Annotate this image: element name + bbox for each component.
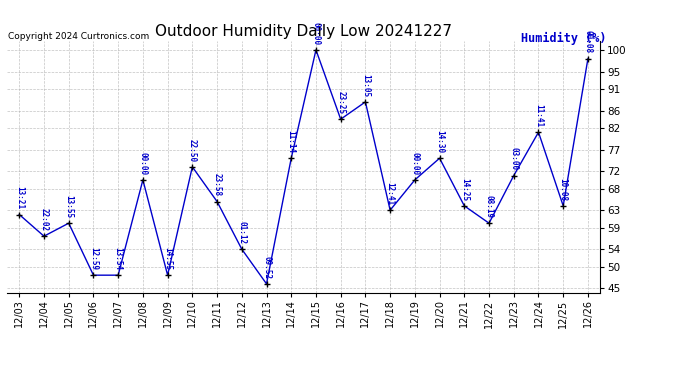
Text: 14:25: 14:25 (460, 177, 469, 201)
Text: 00:00: 00:00 (139, 152, 148, 175)
Text: Humidity (%): Humidity (%) (521, 32, 607, 45)
Text: 12:59: 12:59 (89, 247, 98, 270)
Text: 14:30: 14:30 (435, 130, 444, 153)
Text: 23:58: 23:58 (213, 173, 221, 196)
Text: 22:50: 22:50 (188, 138, 197, 162)
Title: Outdoor Humidity Daily Low 20241227: Outdoor Humidity Daily Low 20241227 (155, 24, 452, 39)
Text: 09:52: 09:52 (262, 255, 271, 279)
Text: 23:25: 23:25 (336, 91, 345, 114)
Text: 13:54: 13:54 (114, 247, 123, 270)
Text: 22:02: 22:02 (39, 208, 48, 231)
Text: 13:21: 13:21 (14, 186, 23, 209)
Text: 13:05: 13:05 (361, 74, 370, 97)
Text: 13:55: 13:55 (64, 195, 73, 218)
Text: 01:12: 01:12 (237, 221, 246, 244)
Text: 03:00: 03:00 (509, 147, 518, 170)
Text: 12:41: 12:41 (386, 182, 395, 205)
Text: 11:41: 11:41 (534, 104, 543, 127)
Text: Copyright 2024 Curtronics.com: Copyright 2024 Curtronics.com (8, 32, 150, 41)
Text: 11:14: 11:14 (287, 130, 296, 153)
Text: 00:08: 00:08 (584, 30, 593, 53)
Text: 08:19: 08:19 (484, 195, 493, 218)
Text: 00:00: 00:00 (411, 152, 420, 175)
Text: 10:08: 10:08 (559, 177, 568, 201)
Text: 00:00: 00:00 (311, 22, 320, 45)
Text: 14:55: 14:55 (163, 247, 172, 270)
